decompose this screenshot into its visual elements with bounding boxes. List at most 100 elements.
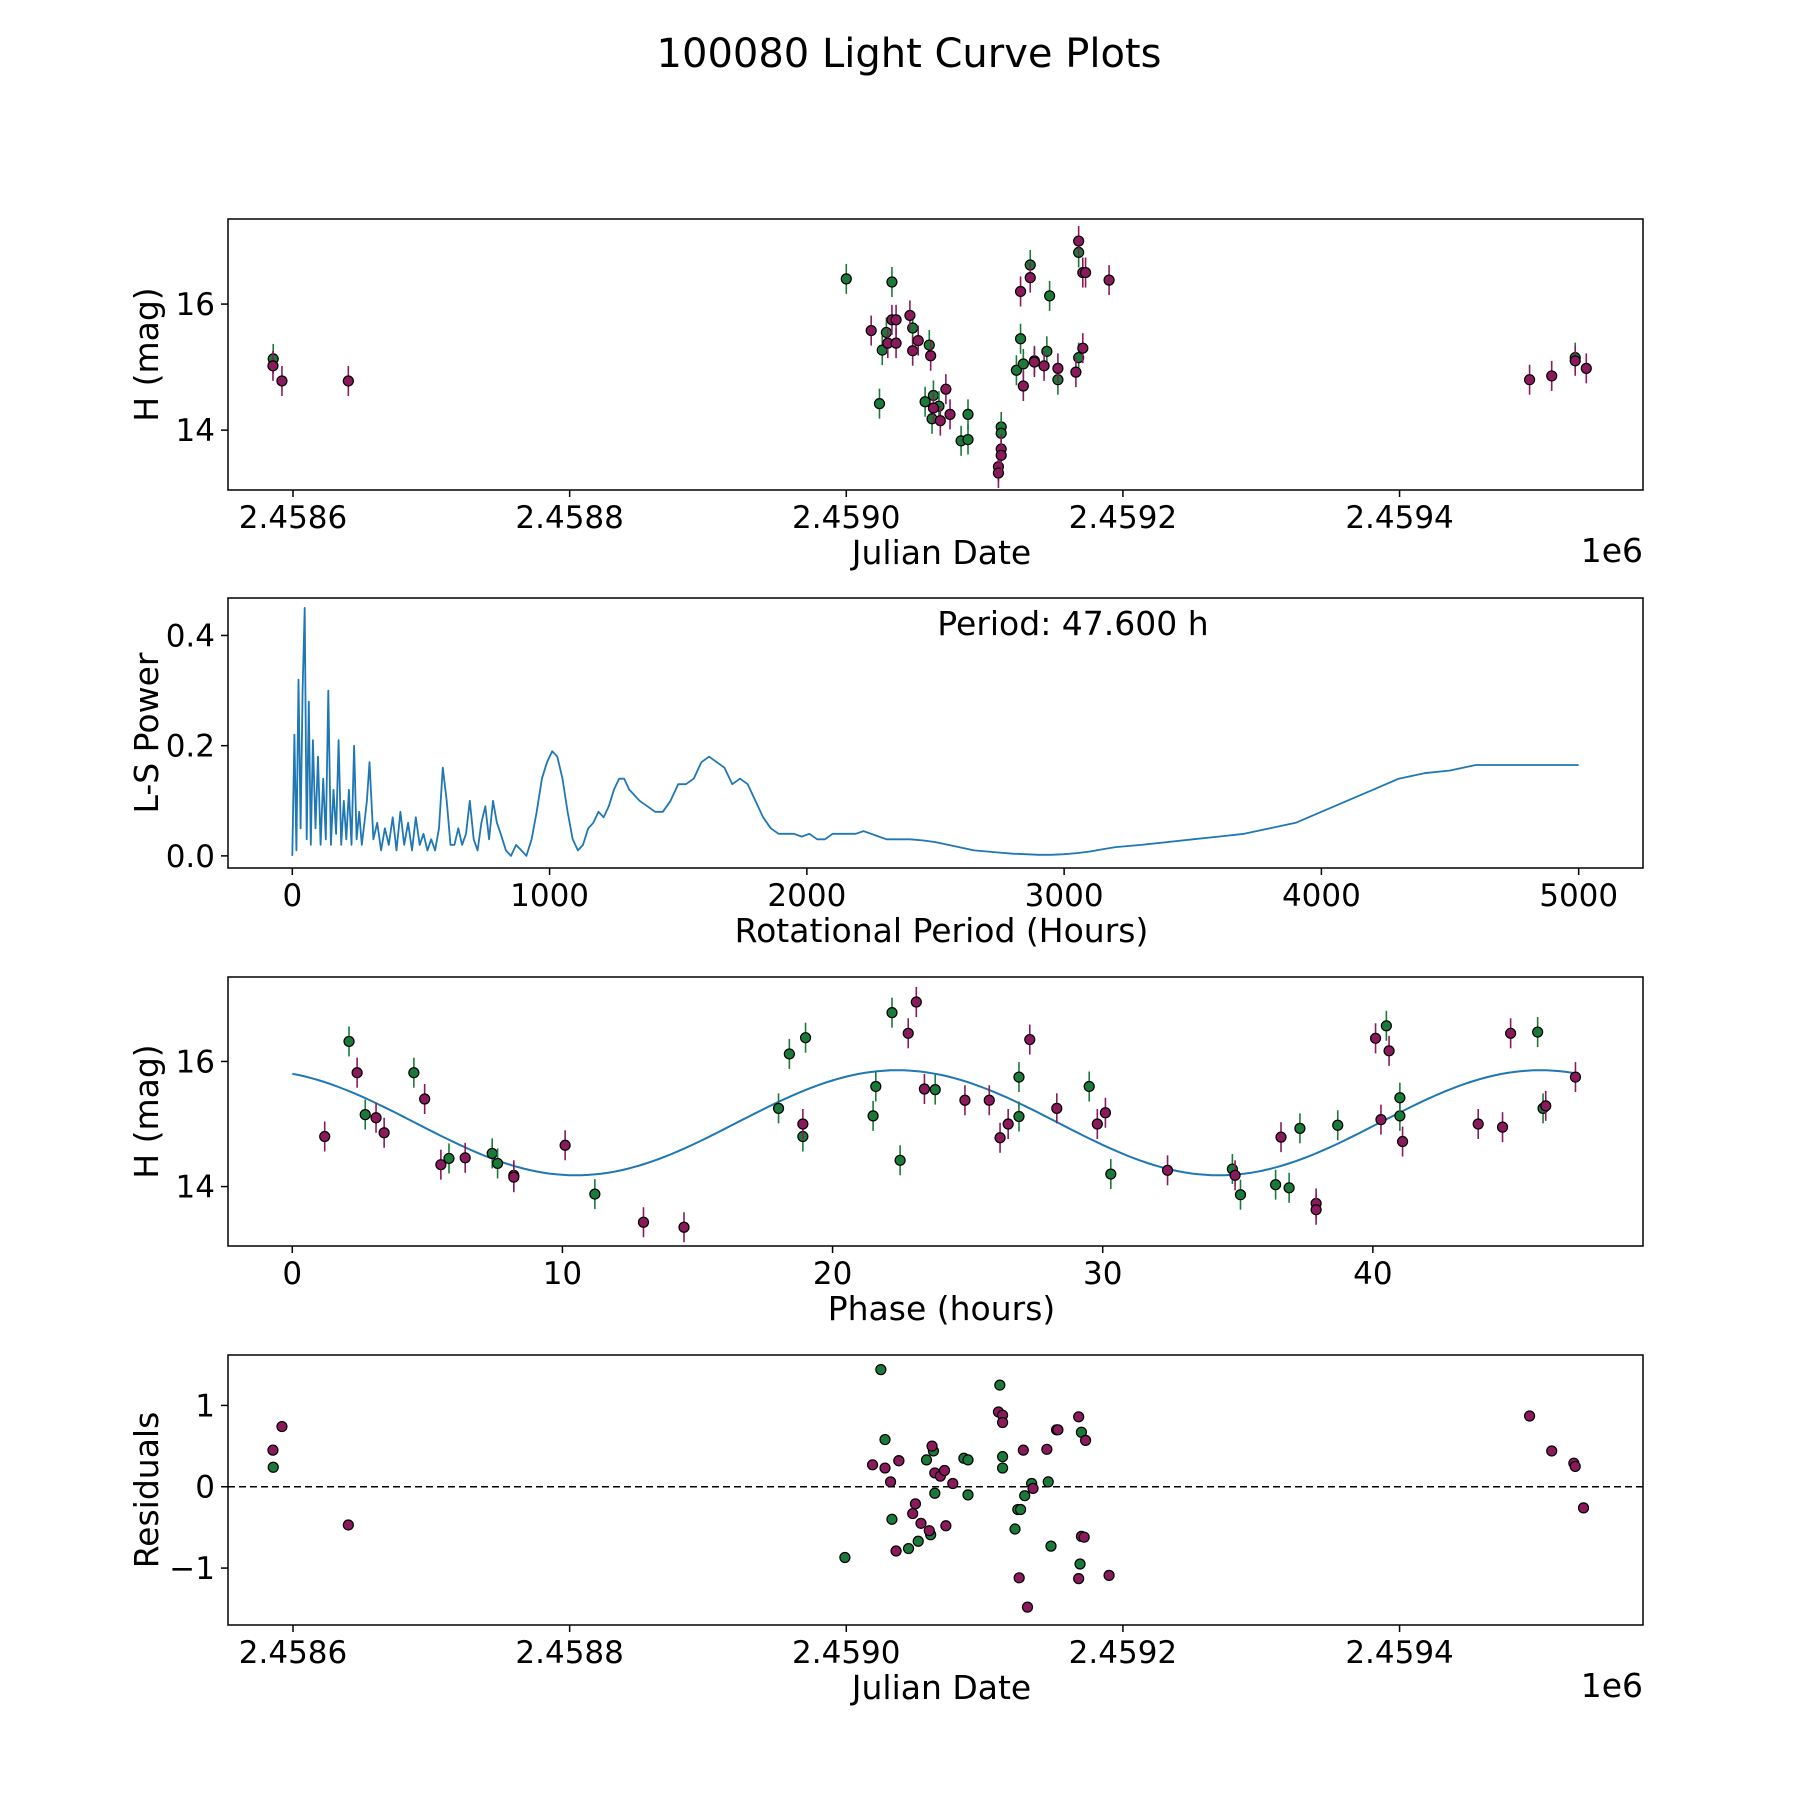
data-point	[839, 1551, 851, 1564]
x-tick-label: 2.4590	[792, 1635, 900, 1671]
data-point	[929, 1084, 941, 1096]
data-point	[962, 1454, 974, 1466]
data-point	[486, 1147, 498, 1160]
x-tick-label: 2.4586	[239, 500, 347, 536]
y-axis-label: L-S Power	[127, 652, 166, 813]
data-point	[918, 1083, 931, 1095]
data-point	[1103, 274, 1115, 286]
data-point	[1028, 356, 1040, 368]
figure-title: 100080 Light Curve Plots	[657, 31, 1162, 77]
data-point	[893, 1455, 905, 1467]
data-point	[902, 1027, 914, 1039]
data-point	[1394, 1092, 1406, 1104]
data-point	[1073, 235, 1085, 247]
data-point	[1014, 285, 1027, 298]
data-point	[962, 433, 974, 446]
data-point	[1369, 1032, 1382, 1044]
data-point	[637, 1216, 650, 1228]
data-point	[1383, 1045, 1395, 1057]
axes-frame	[227, 597, 1644, 869]
data-point	[886, 1007, 898, 1019]
x-axis-label: Julian Date	[850, 533, 1032, 572]
y-tick-label: 0.4	[166, 618, 215, 654]
data-point	[1024, 272, 1036, 284]
data-point	[351, 1067, 363, 1079]
y-tick-label: 0	[195, 1470, 215, 1506]
x-tick-label: 2.4588	[515, 1635, 623, 1671]
data-point	[910, 996, 922, 1008]
x-tick-label: 3000	[1025, 878, 1104, 914]
data-point	[1472, 1118, 1484, 1130]
data-point	[870, 1080, 882, 1093]
data-point	[342, 1519, 354, 1531]
x-tick-label: 1000	[510, 878, 589, 914]
x-axis-label: Phase (hours)	[828, 1289, 1056, 1328]
panel-phase-folded: 0 10 20 30 40 14 16 Phase (hours) H (mag)	[127, 976, 1644, 1328]
data-point	[1161, 1164, 1174, 1176]
data-point	[370, 1112, 382, 1124]
y-axis-label: Residuals	[127, 1412, 166, 1569]
x-tick-label: 4000	[1282, 878, 1361, 914]
data-point	[840, 273, 852, 285]
data-point	[1270, 1179, 1282, 1191]
x-tick-label: 0	[282, 878, 302, 914]
data-point	[894, 1154, 906, 1166]
x-tick-label: 2.4586	[239, 1635, 347, 1671]
data-point	[772, 1102, 785, 1114]
data-point	[1234, 1189, 1247, 1201]
data-point	[276, 1420, 288, 1433]
y-tick-label: 0.0	[166, 839, 215, 875]
data-point	[867, 1110, 879, 1122]
data-point	[880, 326, 892, 339]
data-point	[1073, 1411, 1085, 1423]
axes-frame	[227, 976, 1644, 1247]
data-point	[995, 449, 1007, 461]
data-point	[1027, 1482, 1039, 1494]
data-point	[1074, 1558, 1086, 1570]
data-point	[1083, 1080, 1095, 1093]
x-tick-label: 0	[282, 1256, 302, 1292]
data-point	[1013, 1572, 1025, 1584]
data-point	[1380, 1020, 1392, 1032]
data-point	[1540, 1100, 1552, 1112]
y-axis-label: H (mag)	[127, 287, 166, 421]
x-axis-label: Rotational Period (Hours)	[735, 911, 1149, 950]
data-point	[1332, 1119, 1344, 1131]
x-tick-label: 30	[1083, 1256, 1122, 1292]
panel-light-curve-jd: 2.4586 2.4588 2.4590 2.4592 2.4594 14 16 Julian…	[127, 218, 1644, 572]
x-tick-label: 2.4588	[515, 500, 623, 536]
data-point	[1013, 1071, 1025, 1083]
data-point	[1017, 1444, 1029, 1456]
data-point	[890, 337, 902, 349]
data-point	[1010, 364, 1023, 376]
data-point	[866, 1459, 879, 1471]
data-point	[962, 408, 974, 420]
data-point	[902, 1542, 915, 1555]
data-point	[276, 375, 288, 387]
fit-curve	[292, 1069, 1579, 1177]
data-point	[865, 324, 877, 337]
axes-frame	[227, 218, 1644, 491]
data-point	[435, 1159, 447, 1171]
y-axis-label: H (mag)	[127, 1044, 166, 1178]
data-point	[1044, 290, 1056, 302]
data-point	[923, 1525, 935, 1537]
panel-residuals: 2.4586 2.4588 2.4590 2.4592 2.4594 −1 0 1 Julian…	[127, 1354, 1644, 1707]
data-point	[875, 1364, 887, 1376]
data-point	[1310, 1204, 1322, 1216]
data-point	[890, 314, 902, 326]
data-point	[1580, 362, 1592, 374]
data-point	[1009, 1523, 1021, 1535]
data-point	[962, 1489, 974, 1501]
data-point	[1077, 342, 1089, 354]
data-point	[907, 345, 919, 357]
data-point	[1017, 380, 1029, 392]
data-point	[1024, 1033, 1036, 1046]
data-point	[589, 1188, 601, 1200]
x-tick-label: 5000	[1539, 878, 1618, 914]
data-point	[1021, 1601, 1034, 1613]
period-annotation: Period: 47.600 h	[937, 604, 1208, 643]
data-point	[994, 1379, 1006, 1391]
data-point	[459, 1152, 471, 1164]
